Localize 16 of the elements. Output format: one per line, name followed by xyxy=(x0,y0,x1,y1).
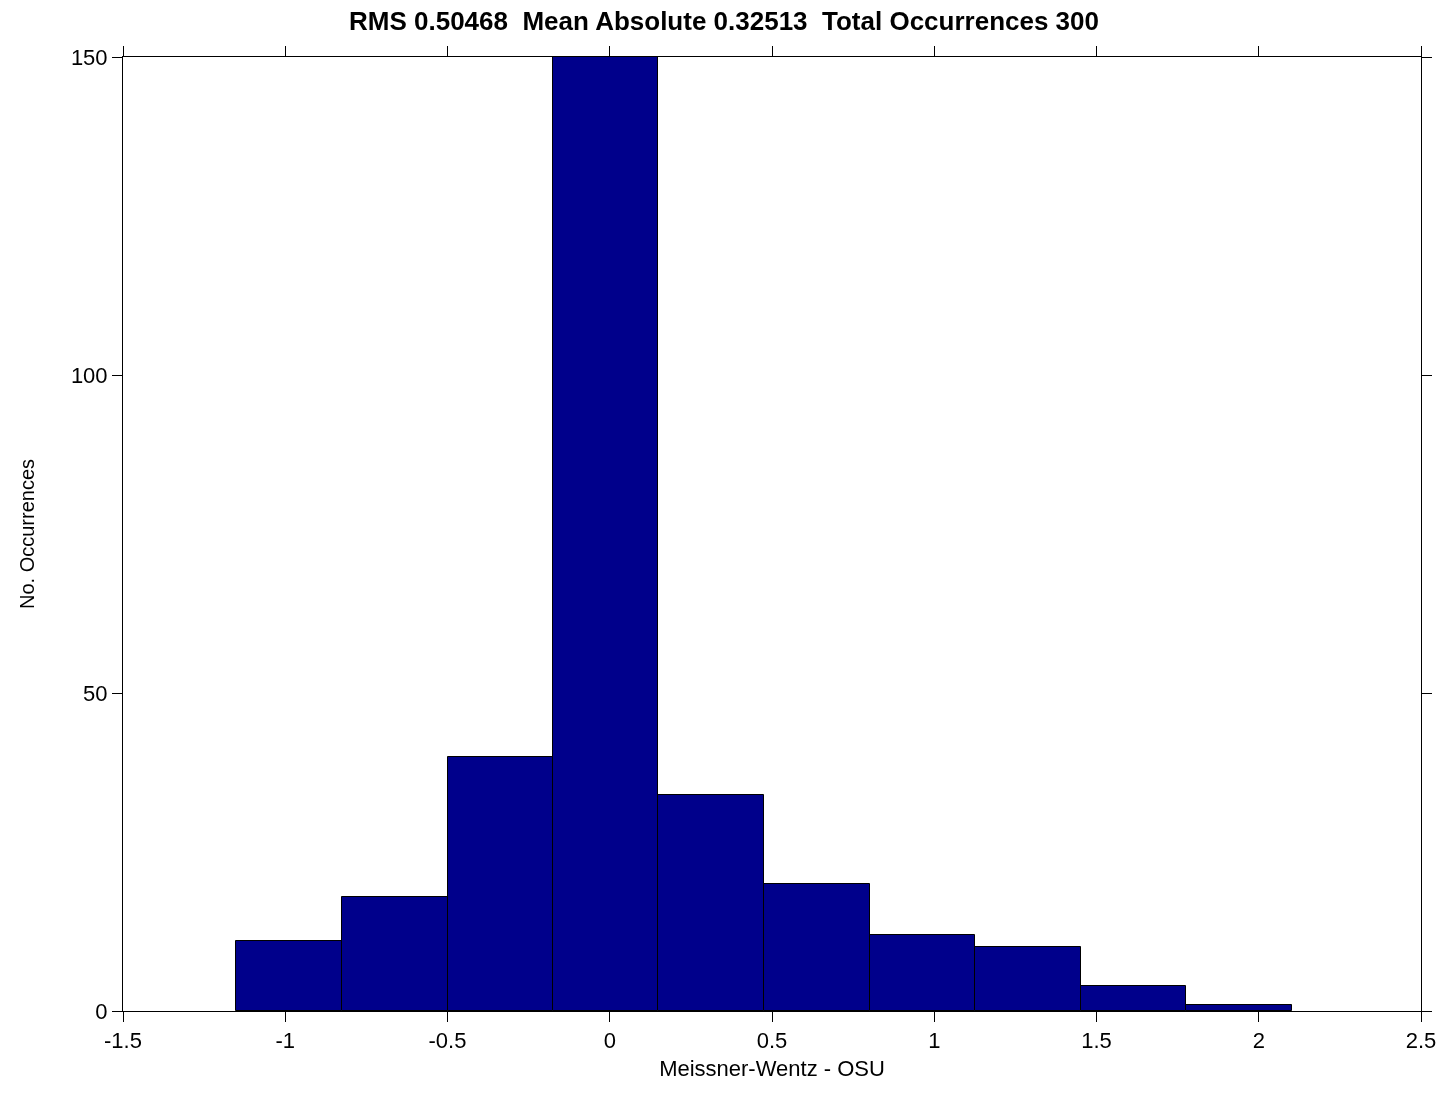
x-tick-label: 0 xyxy=(603,1028,616,1054)
x-axis-title: Meissner-Wentz - OSU xyxy=(659,1056,885,1082)
y-tick-label: 50 xyxy=(83,680,108,706)
y-tick-label: 150 xyxy=(70,44,108,70)
y-axis-title: No. Occurrences xyxy=(16,458,39,610)
x-tick-label: 2 xyxy=(1252,1028,1265,1054)
chart-title: RMS 0.50468 Mean Absolute 0.32513 Total Occurrences 300 xyxy=(348,6,1100,37)
x-tick-label: -0.5 xyxy=(428,1028,467,1054)
x-tick-label: 1.5 xyxy=(1081,1028,1112,1054)
x-tick-label: 0.5 xyxy=(756,1028,788,1054)
y-tick-label: 0 xyxy=(95,998,108,1024)
x-tick-label: 1 xyxy=(928,1028,941,1054)
x-tick-label: -1.5 xyxy=(104,1028,142,1054)
x-tick-label: -1 xyxy=(275,1028,296,1054)
y-tick-label: 100 xyxy=(70,362,108,388)
x-tick-label: 2.5 xyxy=(1405,1028,1437,1054)
